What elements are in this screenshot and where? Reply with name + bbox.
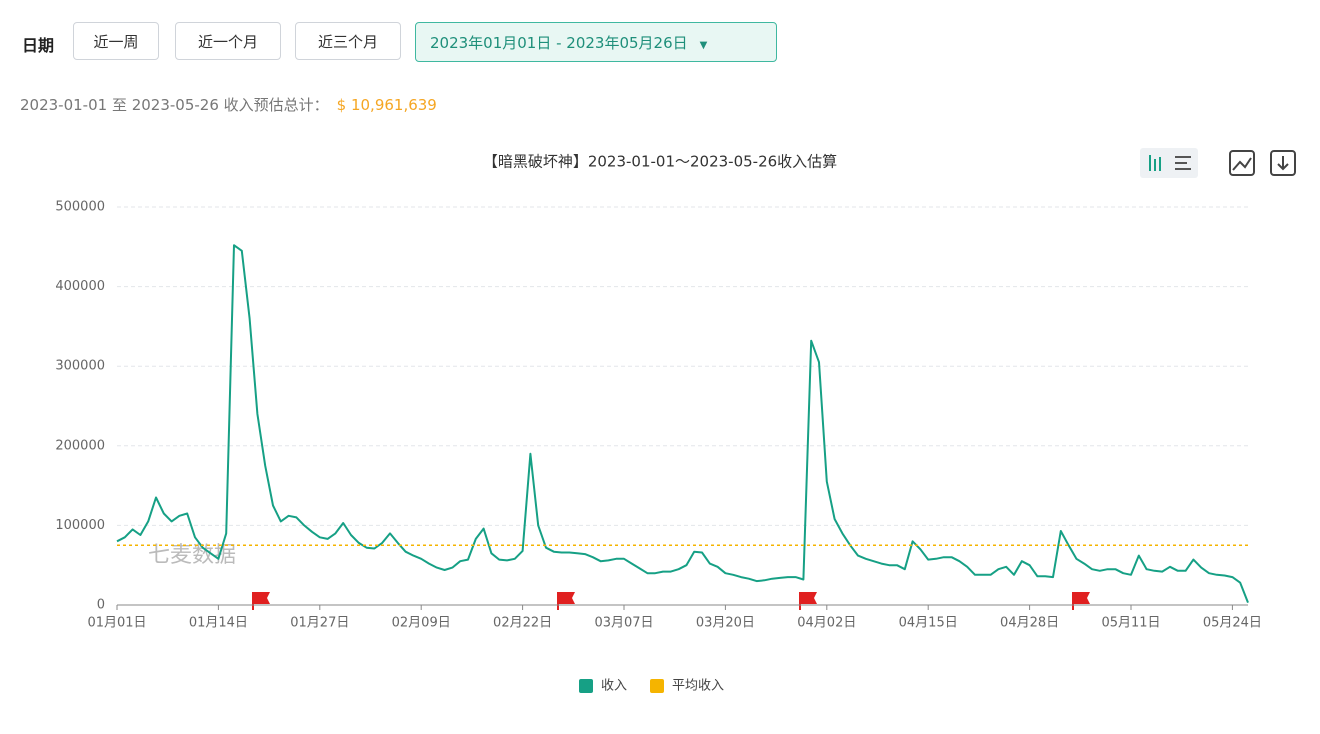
event-flags <box>252 592 1090 610</box>
toolbar <box>1140 148 1296 178</box>
legend-label: 收入 <box>601 679 627 694</box>
summary-text: 2023-01-01 至 2023-05-26 收入预估总计： <box>20 96 329 114</box>
summary-total: $ 10,961,639 <box>336 96 437 114</box>
y-tick-label: 200000 <box>55 438 105 453</box>
x-tick-label: 01月14日 <box>189 616 248 631</box>
date-range-picker[interactable]: 2023年01月01日 - 2023年05月26日 ▼ <box>415 22 777 62</box>
save-image-button[interactable] <box>1229 150 1255 176</box>
x-tick-label: 01月01日 <box>87 616 146 631</box>
x-tick-label: 03月07日 <box>594 616 653 631</box>
view-toggle[interactable] <box>1140 148 1198 178</box>
x-tick-label: 04月15日 <box>899 616 958 631</box>
x-tick-label: 02月09日 <box>392 616 451 631</box>
filter-label: 日期 <box>22 36 55 55</box>
x-tick-label: 03月20日 <box>696 616 755 631</box>
quick-range-button[interactable]: 近一周 <box>73 22 159 60</box>
y-tick-label: 300000 <box>55 359 105 374</box>
quick-range-button[interactable]: 近一个月 <box>175 22 281 60</box>
x-tick-label: 01月27日 <box>290 616 349 631</box>
chart-title: 【暗黑破坏神】2023-01-01～2023-05-26收入估算 <box>483 153 837 171</box>
dropdown-caret: ▼ <box>699 40 708 51</box>
y-tick-label: 400000 <box>55 279 105 294</box>
x-tick-label: 02月22日 <box>493 616 552 631</box>
legend-swatch <box>579 679 593 693</box>
quick-range-button[interactable]: 近三个月 <box>295 22 401 60</box>
y-tick-label: 100000 <box>55 518 105 533</box>
download-button[interactable] <box>1270 150 1296 176</box>
x-tick-label: 05月11日 <box>1101 616 1160 631</box>
x-tick-label: 05月24日 <box>1203 616 1262 631</box>
y-tick-label: 500000 <box>55 200 105 215</box>
y-tick-label: 0 <box>97 598 105 613</box>
legend-swatch <box>650 679 664 693</box>
summary: 2023-01-01 至 2023-05-26 收入预估总计： $ 10,961,… <box>20 94 437 115</box>
x-tick-label: 04月28日 <box>1000 616 1059 631</box>
legend-label: 平均收入 <box>672 679 724 694</box>
date-range-text: 2023年01月01日 - 2023年05月26日 <box>430 34 688 52</box>
revenue-line <box>116 244 1249 603</box>
x-tick-label: 04月02日 <box>797 616 856 631</box>
